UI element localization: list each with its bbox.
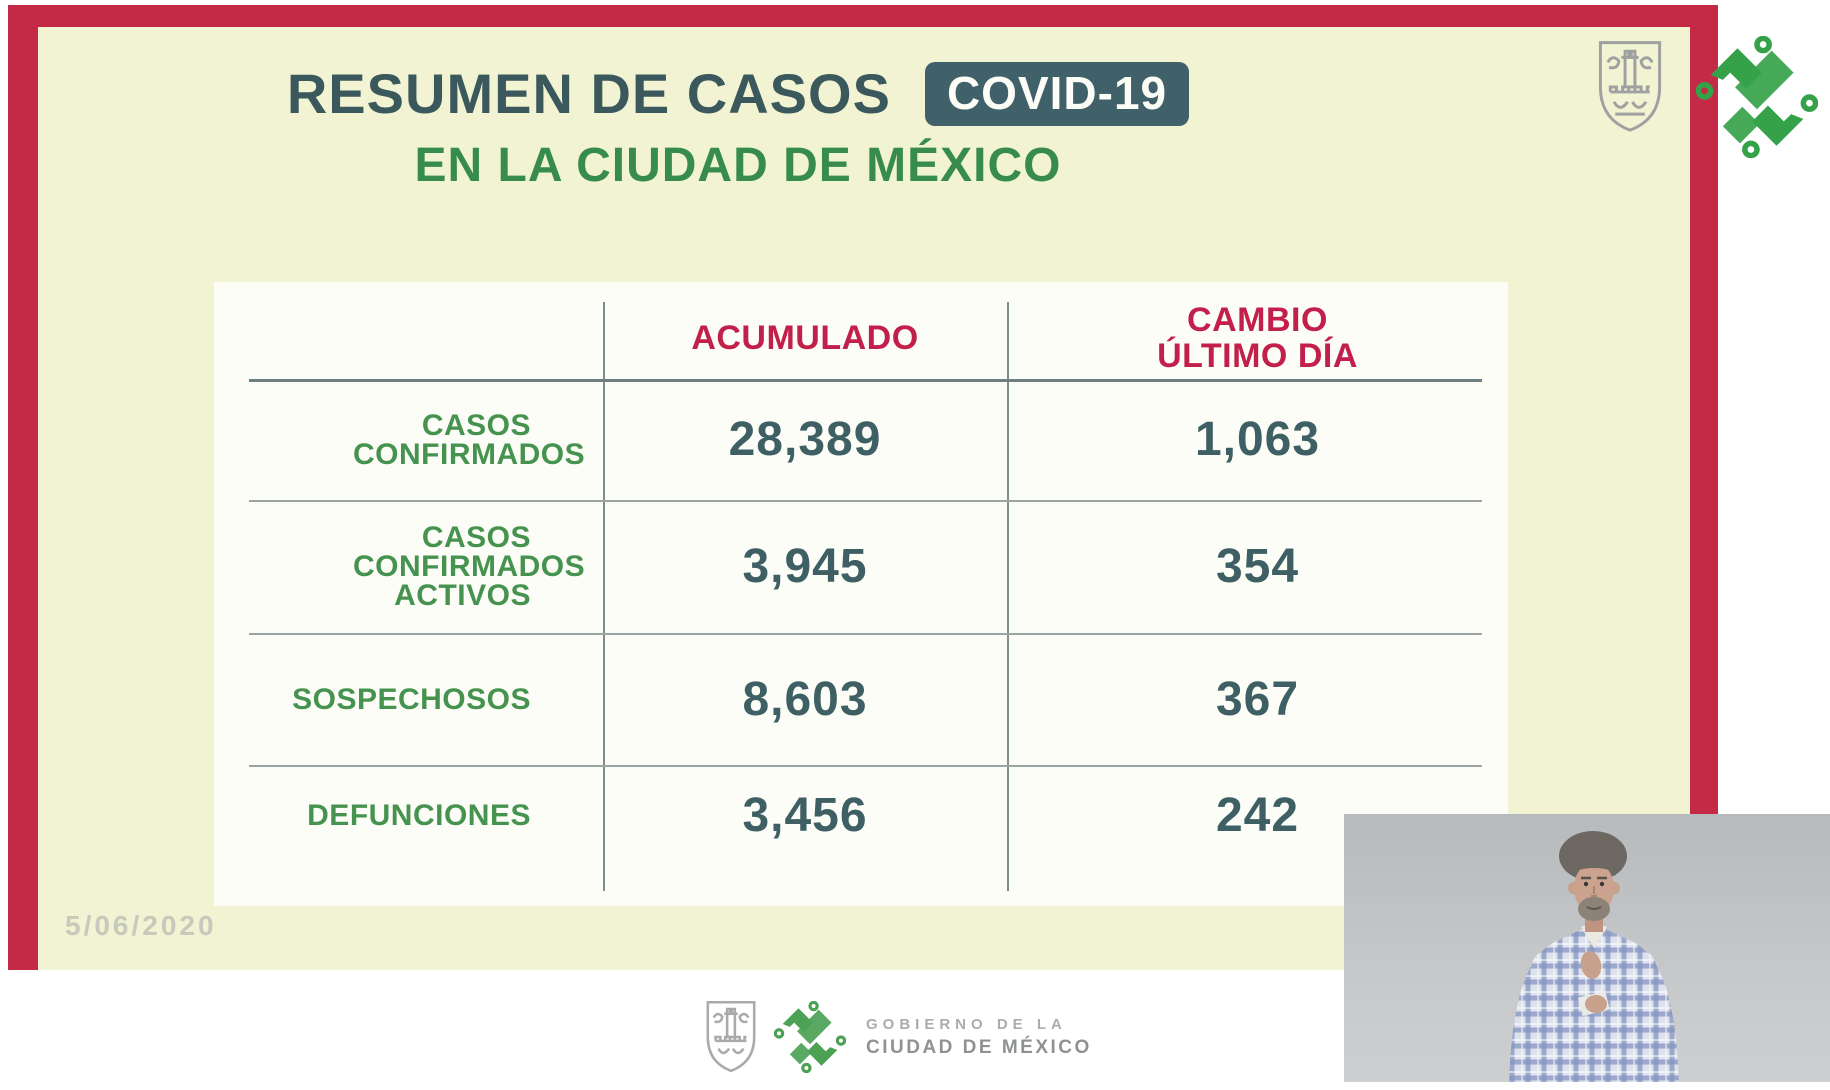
table-row: CASOS CONFIRMADOS ACTIVOS 3,945 354	[214, 500, 1508, 633]
row-value-cambio: 367	[1215, 672, 1300, 726]
footer-org-name: GOBIERNO DE LA CIUDAD DE MÉXICO	[866, 1016, 1092, 1059]
row-value-acumulado: 28,389	[728, 413, 882, 466]
column-header-acumulado: ACUMULADO	[691, 318, 919, 357]
page-title: RESUMEN DE CASOS	[286, 62, 891, 125]
column-header-cambio: CAMBIO ÚLTIMO DÍA	[1157, 302, 1358, 374]
row-value-cambio: 1,063	[1194, 413, 1321, 466]
table-divider-row-2	[249, 633, 1482, 635]
row-label: CASOS CONFIRMADOS	[353, 408, 586, 471]
table-row: CASOS CONFIRMADOS 28,389 1,063	[214, 379, 1508, 500]
table-header-row: ACUMULADO CAMBIO ÚLTIMO DÍA	[214, 282, 1508, 379]
cdmx-shield-icon	[1598, 41, 1662, 132]
covid-19-badge: COVID-19	[924, 62, 1190, 126]
table-divider-row-3	[249, 765, 1482, 767]
footer-brand: GOBIERNO DE LA CIUDAD DE MÉXICO	[702, 998, 1092, 1076]
table-divider-vertical-2	[1007, 302, 1009, 891]
table-divider-row-1	[249, 500, 1482, 502]
row-value-cambio: 354	[1215, 540, 1300, 593]
row-value-acumulado: 8,603	[742, 672, 868, 726]
row-value-acumulado: 3,456	[742, 789, 868, 842]
table-divider-vertical-1	[603, 302, 605, 891]
row-label: SOSPECHOSOS	[292, 682, 531, 716]
row-label: CASOS CONFIRMADOS ACTIVOS	[353, 521, 586, 612]
table-row: SOSPECHOSOS 8,603 367	[214, 633, 1508, 765]
column-header-cambio-line2: ÚLTIMO DÍA	[1157, 336, 1358, 375]
cdmx-logo-icon	[774, 1001, 846, 1073]
row-value-acumulado: 3,945	[742, 540, 868, 593]
slide-date: 5/06/2020	[65, 910, 217, 941]
row-value-cambio: 242	[1215, 789, 1300, 842]
interpreter-illustration	[1509, 831, 1679, 1082]
cdmx-logo-icon	[1696, 36, 1818, 158]
table-row: DEFUNCIONES 3,456 242	[214, 765, 1508, 906]
slide-frame: RESUMEN DE CASOS COVID-19 EN LA CIUDAD D…	[8, 5, 1718, 970]
cases-table: ACUMULADO CAMBIO ÚLTIMO DÍA CASOS CONFIR…	[214, 282, 1508, 906]
footer-org-line2: CIUDAD DE MÉXICO	[866, 1036, 1092, 1058]
page-subtitle: EN LA CIUDAD DE MÉXICO	[414, 139, 1062, 192]
slide-background: RESUMEN DE CASOS COVID-19 EN LA CIUDAD D…	[38, 27, 1690, 970]
column-header-cambio-line1: CAMBIO	[1187, 300, 1328, 339]
footer-org-line1: GOBIERNO DE LA	[866, 1015, 1067, 1033]
title-block: RESUMEN DE CASOS COVID-19 EN LA CIUDAD D…	[58, 62, 1418, 193]
row-label: DEFUNCIONES	[307, 799, 531, 832]
cdmx-shield-icon	[706, 1000, 756, 1073]
sign-language-interpreter-video	[1344, 814, 1830, 1082]
table-divider-header	[249, 379, 1482, 382]
